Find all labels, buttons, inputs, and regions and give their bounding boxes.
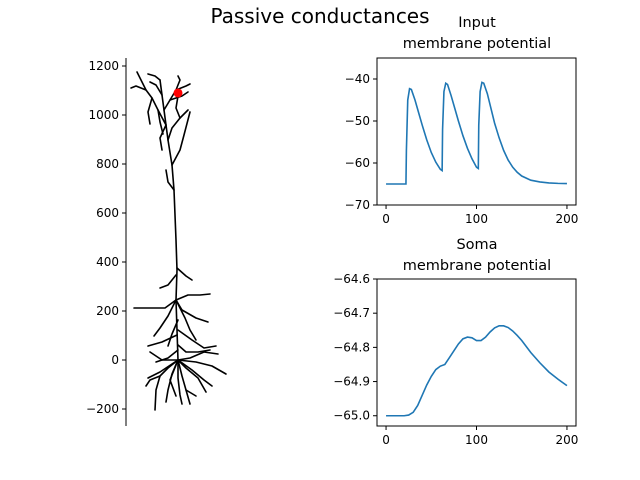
morph-y-tick-label: 200: [96, 304, 119, 318]
p2-y-tick-label: −65.0: [333, 409, 370, 423]
input-potential-line: [386, 81, 567, 185]
soma-potential-panel: Soma membrane potential 0 100 200 −65.0 −64…: [333, 237, 578, 447]
soma-potential-line: [386, 325, 568, 417]
neuron-morphology: [130, 71, 227, 411]
morph-y-tick-label: −200: [86, 402, 119, 416]
soma-x-ticks: 0 100 200: [382, 426, 578, 447]
p1-y-tick-label: −60: [345, 156, 370, 170]
p1-x-tick-label: 200: [556, 212, 579, 226]
p2-y-tick-label: −64.9: [333, 375, 370, 389]
p1-y-tick-label: −40: [345, 72, 370, 86]
morph-y-tick-label: 800: [96, 157, 119, 171]
p1-x-tick-label: 0: [382, 212, 390, 226]
morph-y-tick-label: 400: [96, 255, 119, 269]
p2-x-tick-label: 100: [465, 433, 488, 447]
morph-y-tick-label: 1000: [88, 108, 119, 122]
figure-title: Passive conductances: [210, 4, 429, 28]
morph-y-tick-label: 0: [111, 353, 119, 367]
p2-y-tick-label: −64.6: [333, 272, 370, 286]
input-x-ticks: 0 100 200: [382, 205, 578, 226]
p1-y-tick-label: −50: [345, 114, 370, 128]
p2-y-tick-label: −64.7: [333, 306, 370, 320]
morph-y-tick-label: 600: [96, 206, 119, 220]
morph-y-ticks: −200 0 200 400 600 800 1000 1200: [86, 59, 126, 416]
input-potential-panel: Input membrane potential 0 100 200 −70−60−…: [345, 15, 579, 226]
morphology-panel: −200 0 200 400 600 800 1000 1200: [86, 58, 227, 426]
soma-title-line1: Soma: [456, 237, 497, 253]
input-y-ticks: −70 −60 −50 −40: [345, 72, 377, 212]
input-title-line2: membrane potential: [403, 36, 551, 52]
p2-y-tick-label: −64.8: [333, 340, 370, 354]
p2-x-tick-label: 0: [382, 433, 390, 447]
p1-x-tick-label: 100: [465, 212, 488, 226]
input-site-marker: [173, 88, 183, 98]
morph-y-tick-label: 1200: [88, 59, 119, 73]
soma-plot-frame: [376, 278, 577, 427]
input-title-line1: Input: [458, 15, 496, 31]
soma-title-line2: membrane potential: [403, 258, 551, 274]
soma-y-ticks: −65.0 −64.9 −64.8 −64.7 −64.6: [333, 272, 377, 423]
p2-x-tick-label: 200: [556, 433, 579, 447]
p1-y-tick-label: −70: [345, 198, 370, 212]
